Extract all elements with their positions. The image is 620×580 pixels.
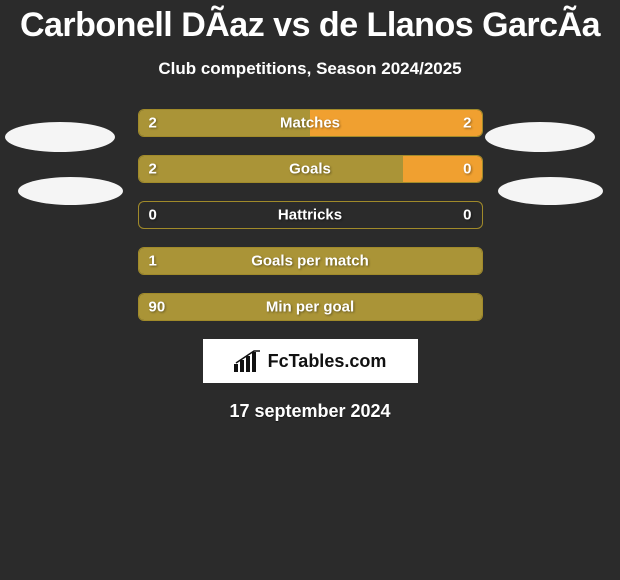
logo-text: FcTables.com [268,351,387,372]
decorative-oval [485,122,595,152]
stat-bar: 90 Min per goal [138,293,483,321]
value-right: 0 [463,207,471,224]
bar-label: Hattricks [278,207,342,224]
value-right: 0 [463,161,471,178]
bar-label: Goals per match [251,253,369,270]
value-left: 2 [149,161,157,178]
subtitle: Club competitions, Season 2024/2025 [0,59,620,79]
stat-bar: 1 Goals per match [138,247,483,275]
stat-bar: 2 0 Goals [138,155,483,183]
stat-bar: 0 0 Hattricks [138,201,483,229]
bar-label: Goals [289,161,331,178]
bars-icon [234,350,262,372]
value-right: 2 [463,115,471,132]
bar-label: Matches [280,115,340,132]
value-left: 0 [149,207,157,224]
value-left: 1 [149,253,157,270]
decorative-oval [5,122,115,152]
bar-label: Min per goal [266,299,354,316]
decorative-oval [498,177,603,205]
value-left: 2 [149,115,157,132]
stat-bar: 2 2 Matches [138,109,483,137]
decorative-oval [18,177,123,205]
value-left: 90 [149,299,166,316]
page-title: Carbonell DÃ­az vs de Llanos GarcÃ­a [0,0,620,45]
fctables-logo: FcTables.com [203,339,418,383]
date-text: 17 september 2024 [0,401,620,422]
bar-fill-left [139,156,403,182]
